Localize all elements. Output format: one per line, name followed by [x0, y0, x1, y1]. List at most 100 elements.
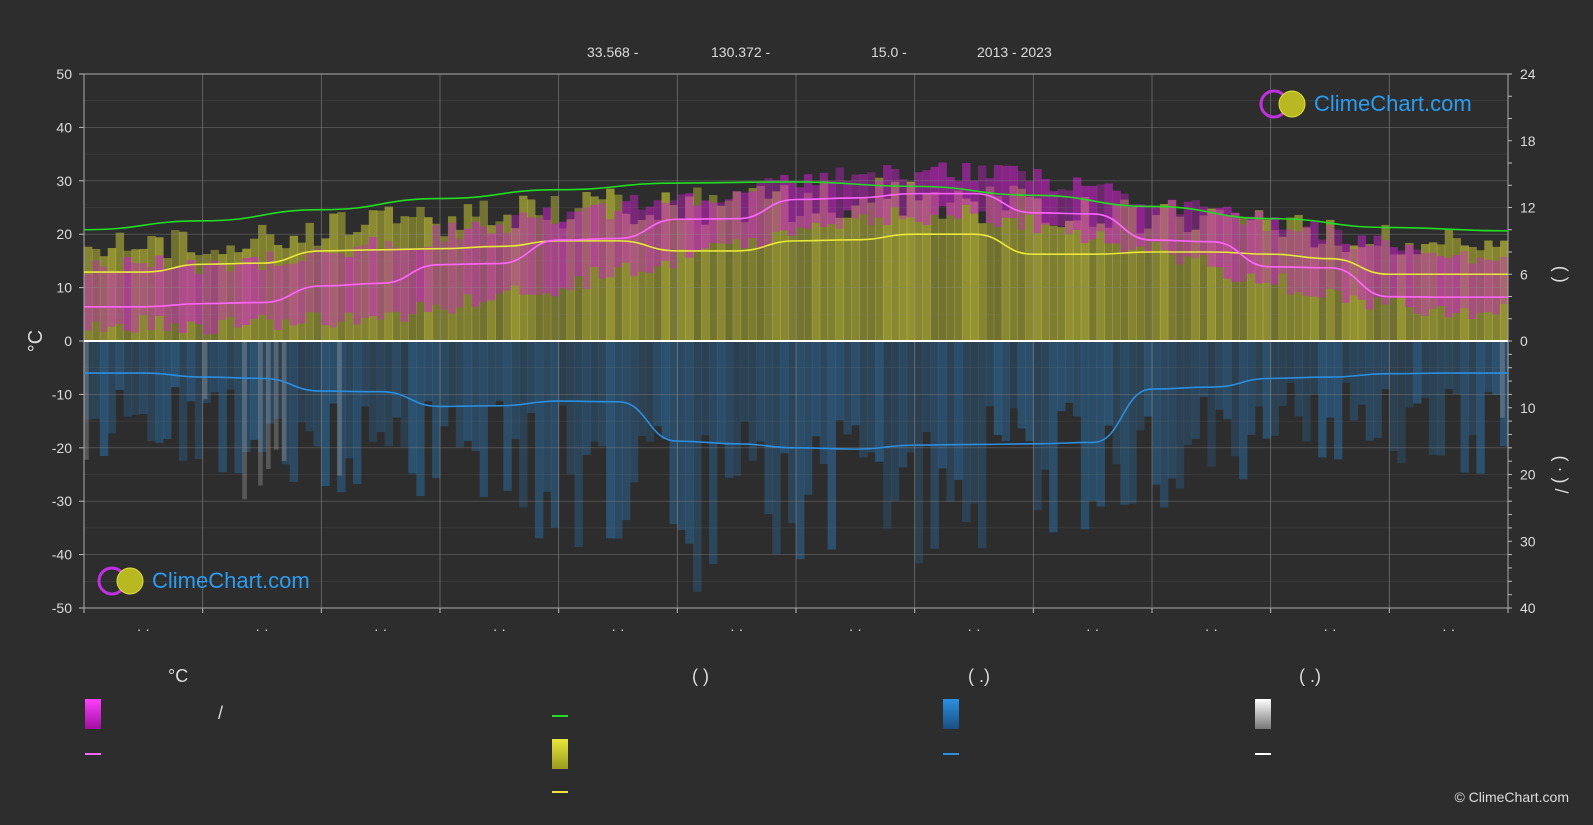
rain-bar: [511, 341, 520, 440]
rain-bar: [408, 341, 417, 474]
temperature-range-bar: [1207, 210, 1216, 267]
temperature-range-bar: [550, 223, 560, 297]
temperature-range-bar: [859, 174, 868, 215]
rain-bar: [788, 341, 797, 524]
rain-bar: [1262, 341, 1272, 439]
sunshine-bar: [1104, 227, 1113, 341]
sunshine-bar: [1270, 230, 1280, 341]
sunshine-bar: [511, 228, 520, 341]
rain-bar: [685, 341, 694, 544]
temperature-range-bar: [1033, 168, 1042, 233]
temperature-range-bar: [1112, 190, 1121, 244]
rain-bar: [99, 341, 109, 457]
temperature-range-bar: [1159, 207, 1169, 251]
sunshine-bar: [281, 248, 291, 341]
sunshine-bar: [91, 248, 101, 341]
rain-bar: [147, 341, 156, 441]
sunshine-bar: [827, 212, 837, 341]
left-tick-label: -20: [52, 440, 72, 456]
temperature-range-bar: [1413, 249, 1422, 314]
temperature-range-bar: [91, 260, 101, 322]
sunshine-bar: [503, 214, 512, 341]
climechart-logo-icon: [97, 566, 144, 596]
rain-bar: [1326, 341, 1335, 418]
temperature-range-bar: [1104, 183, 1113, 244]
sunshine-bar: [1088, 226, 1098, 341]
temperature-range-bar: [1500, 256, 1509, 304]
temperature-range-bar: [930, 166, 939, 215]
rain-bar: [519, 341, 528, 508]
sunshine-bar: [1112, 204, 1121, 341]
rain-bar: [1278, 341, 1287, 406]
rain-bar: [1080, 341, 1090, 530]
temperature-range-bar: [938, 162, 947, 207]
rain-bar: [424, 341, 433, 402]
logo-top[interactable]: ClimeChart.com: [1258, 88, 1472, 120]
sunshine-bar: [1302, 227, 1311, 341]
rain-bar: [1041, 341, 1050, 470]
rain-bar: [384, 341, 394, 446]
rain-bar: [337, 341, 346, 493]
sunshine-bar: [1239, 218, 1248, 341]
sunshine-bar: [985, 186, 995, 341]
rain-bar: [242, 341, 251, 452]
sunshine-bar: [890, 181, 900, 341]
rain-bar: [1175, 341, 1185, 489]
sunshine-bar: [780, 185, 789, 341]
temperature-range-bar: [416, 248, 425, 302]
rain-bar: [661, 341, 670, 439]
snow-bar: [273, 341, 279, 450]
temperature-range-bar: [1120, 193, 1129, 254]
legend-rain-title: ( .): [968, 666, 990, 686]
temperature-range-bar: [352, 246, 362, 325]
sunshine-bar: [297, 242, 307, 341]
legend-snow-title: ( .): [1299, 666, 1321, 686]
rain-bar: [1017, 341, 1026, 429]
rain-bar: [1025, 341, 1034, 442]
copyright-text: © ClimeChart.com: [1454, 789, 1569, 805]
temperature-range-bar: [503, 232, 512, 291]
rain-bar: [1357, 341, 1367, 405]
temperature-range-bar: [716, 202, 726, 244]
daily-bars-layer: [84, 162, 1509, 592]
sunshine-bar: [1144, 228, 1153, 341]
temperature-range-bar: [740, 192, 750, 248]
rain-bar: [819, 341, 829, 464]
rain-bar: [890, 341, 900, 501]
temperature-range-bar: [424, 246, 433, 312]
sunshine-bar: [970, 201, 979, 341]
logo-bottom[interactable]: ClimeChart.com: [96, 565, 310, 597]
rain-bar: [835, 341, 844, 421]
temperature-range-bar: [796, 187, 805, 228]
sunshine-bar: [606, 188, 615, 341]
temperature-range-bar: [258, 269, 267, 315]
left-tick-label: 50: [56, 66, 72, 82]
sunshine-bar: [1025, 196, 1034, 341]
rain-bar: [1389, 341, 1398, 452]
sunshine-bar: [1310, 247, 1319, 341]
rain-bar: [352, 341, 362, 485]
temperature-range-bar: [202, 263, 212, 335]
temperature-range-bar: [313, 248, 322, 313]
rain-bar: [1484, 341, 1493, 392]
sunshine-bar: [289, 235, 299, 341]
legend-sun-title: ( ): [692, 666, 709, 686]
sunshine-bar: [740, 222, 750, 341]
rain-bar: [946, 341, 955, 502]
temperature-range-bar: [606, 219, 615, 278]
rain-bar: [234, 341, 243, 474]
rain-bar: [115, 341, 125, 390]
rain-bar: [1270, 341, 1280, 436]
right-bottom-tick-label: 10: [1520, 400, 1536, 416]
x-tick-label: · ·: [1205, 621, 1218, 637]
temperature-range-bar: [1049, 191, 1058, 226]
rain-bar: [875, 341, 884, 462]
rain-bar: [1420, 341, 1430, 398]
sunshine-bar: [685, 196, 694, 341]
rain-bar: [1167, 341, 1177, 479]
sunshine-bar: [796, 215, 805, 341]
rain-bar: [463, 341, 473, 441]
temperature-range-bar: [1405, 245, 1414, 308]
sunshine-bar: [954, 190, 963, 341]
